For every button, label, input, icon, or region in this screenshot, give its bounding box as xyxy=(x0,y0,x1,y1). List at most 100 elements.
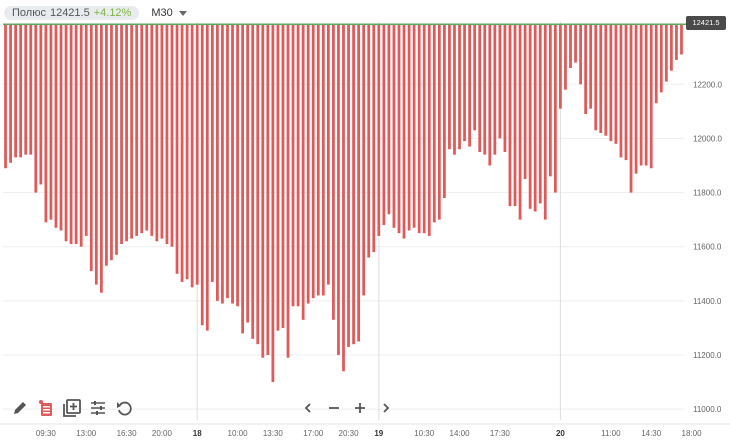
price-bar xyxy=(84,24,88,236)
ticker-change: +4.12% xyxy=(93,7,132,19)
list-icon[interactable] xyxy=(36,398,56,418)
y-tick-label: 12200.0 xyxy=(693,80,722,89)
price-bar xyxy=(675,24,678,60)
price-bar xyxy=(34,24,38,193)
price-bar xyxy=(579,24,582,85)
price-bar xyxy=(392,24,396,228)
price-bar xyxy=(402,24,406,239)
price-bar xyxy=(251,24,255,339)
y-tick-label: 12000.0 xyxy=(693,134,722,143)
price-bar xyxy=(427,24,431,236)
price-bar xyxy=(110,24,113,261)
price-bar xyxy=(195,24,199,285)
price-bar xyxy=(513,24,517,207)
plus-icon[interactable] xyxy=(350,398,370,418)
timeframe-selector[interactable]: M30 xyxy=(151,7,187,19)
chevron-left-icon[interactable] xyxy=(298,398,318,418)
price-bar xyxy=(39,24,43,185)
price-bar xyxy=(59,24,63,231)
x-tick-label: 13:00 xyxy=(76,429,97,438)
time-axis[interactable]: 09:30 13:00 16:30 20:00 18 10:00 13:30 17:00 20:… xyxy=(0,423,730,438)
price-bar xyxy=(417,24,421,234)
price-bar xyxy=(306,24,310,304)
minus-icon[interactable] xyxy=(324,398,344,418)
price-bar xyxy=(377,24,381,236)
price-bar xyxy=(180,24,184,282)
price-bar xyxy=(594,24,598,131)
price-bar xyxy=(246,24,250,323)
price-bar xyxy=(94,24,98,285)
price-bar xyxy=(125,24,128,242)
sliders-icon[interactable] xyxy=(88,398,108,418)
price-bar xyxy=(680,24,683,55)
add-box-icon[interactable] xyxy=(62,398,82,418)
price-bar xyxy=(44,24,48,223)
price-bar xyxy=(518,24,522,220)
price-bar xyxy=(175,24,179,274)
price-bar xyxy=(9,24,12,163)
price-bar xyxy=(654,24,658,104)
ticker-name: Полюс xyxy=(12,7,46,19)
price-bar xyxy=(19,24,23,158)
chevron-right-icon[interactable] xyxy=(376,398,396,418)
price-bar xyxy=(468,24,471,147)
price-bar xyxy=(533,24,537,212)
price-bar xyxy=(337,24,340,356)
price-bar xyxy=(140,24,144,234)
price-bar xyxy=(347,24,350,347)
price-bar xyxy=(14,24,17,158)
undo-icon[interactable] xyxy=(114,398,134,418)
price-bar xyxy=(437,24,441,220)
price-bar xyxy=(664,24,668,82)
price-bar xyxy=(498,24,502,139)
price-bar xyxy=(553,24,557,193)
price-bar xyxy=(448,24,451,150)
x-tick-label: 11:00 xyxy=(601,429,621,438)
price-bar xyxy=(150,24,154,236)
ticker-pill[interactable]: Полюс 12421.5 +4.12% xyxy=(4,6,140,20)
price-bar xyxy=(584,24,588,115)
y-tick-label: 11800.0 xyxy=(693,189,722,198)
price-bar xyxy=(357,24,361,342)
price-bar xyxy=(266,24,270,356)
price-bar xyxy=(493,24,497,155)
price-bar xyxy=(609,24,613,142)
price-bar xyxy=(639,24,643,166)
price-axis[interactable]: 11000.0 11200.0 11400.0 11600.0 11800.0 12000… xyxy=(693,80,722,414)
x-tick-label: 18 xyxy=(193,429,202,438)
price-bar xyxy=(503,24,507,152)
price-bar xyxy=(271,24,275,383)
price-bar xyxy=(397,24,401,234)
x-tick-label: 13:30 xyxy=(263,429,284,438)
price-bar xyxy=(649,24,653,169)
price-bar xyxy=(382,24,386,226)
price-bar xyxy=(276,24,280,331)
price-bar xyxy=(352,24,355,345)
chart-header: Полюс 12421.5 +4.12% M30 xyxy=(4,4,187,22)
price-bar xyxy=(316,24,320,296)
price-bar xyxy=(559,24,562,109)
y-tick-label: 11000.0 xyxy=(693,405,722,414)
x-tick-label: 17:30 xyxy=(490,429,511,438)
x-tick-label: 16:30 xyxy=(117,429,138,438)
price-bar xyxy=(165,24,169,245)
price-bar xyxy=(236,24,239,307)
price-bar xyxy=(412,24,416,228)
price-bar xyxy=(453,24,456,155)
price-bar xyxy=(488,24,492,166)
price-bar xyxy=(69,24,73,245)
price-bar xyxy=(528,24,532,209)
price-bar xyxy=(478,24,482,152)
y-tick-label: 11200.0 xyxy=(693,351,722,360)
price-bar xyxy=(372,24,376,253)
price-bar xyxy=(523,24,527,180)
price-bar xyxy=(105,24,108,266)
price-bar xyxy=(155,24,159,242)
price-bar xyxy=(130,24,134,239)
price-bar xyxy=(508,24,512,207)
pencil-icon[interactable] xyxy=(10,398,30,418)
price-bar xyxy=(99,24,103,293)
price-bar xyxy=(332,24,335,320)
price-bar xyxy=(49,24,53,220)
